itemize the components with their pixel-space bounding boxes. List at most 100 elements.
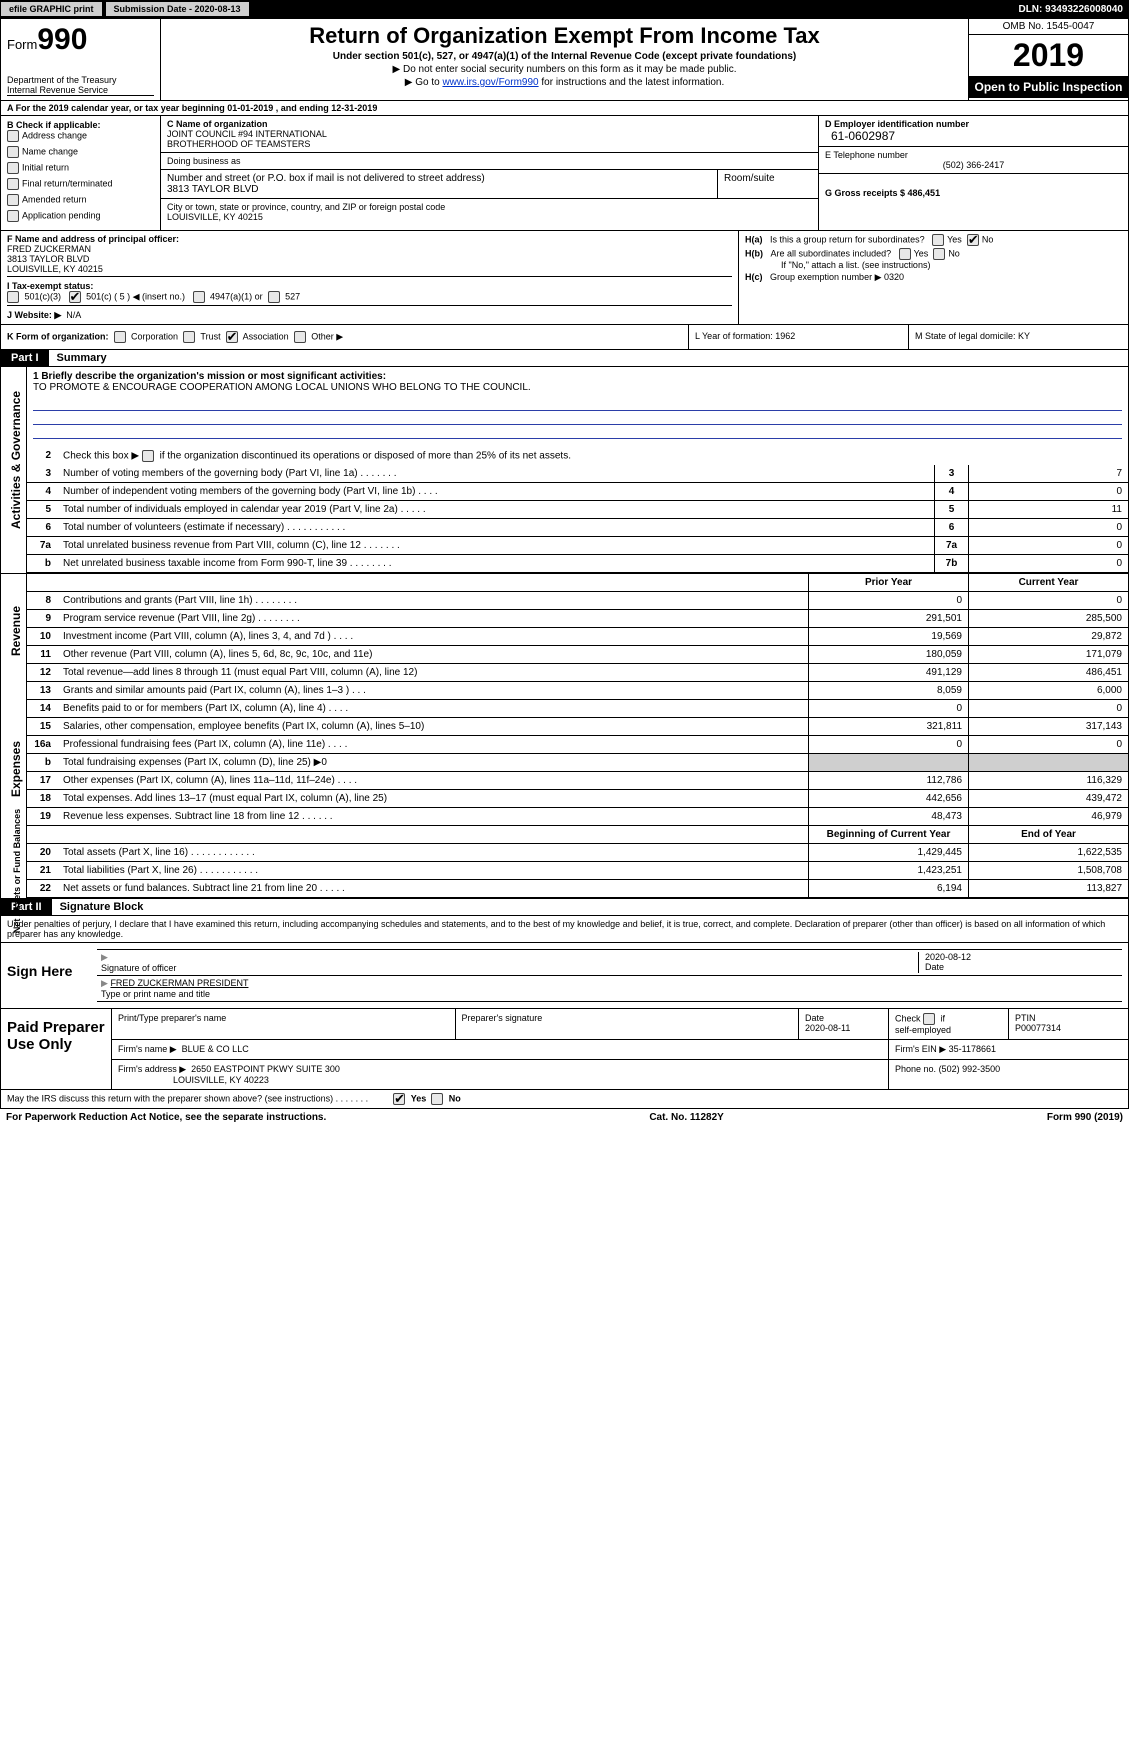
col-b: B Check if applicable: Address change Na… (1, 116, 161, 230)
firm-ein-label: Firm's EIN ▶ (895, 1044, 946, 1054)
sig-officer-label: Signature of officer (101, 963, 176, 973)
ck-ha-yes[interactable] (932, 234, 944, 246)
summary-line: 20Total assets (Part X, line 16) . . . .… (27, 844, 1128, 862)
summary-line: bNet unrelated business taxable income f… (27, 555, 1128, 573)
officer-city: LOUISVILLE, KY 40215 (7, 264, 732, 274)
ck-501c[interactable] (69, 291, 81, 303)
summary-line: 10Investment income (Part VIII, column (… (27, 628, 1128, 646)
paid-preparer-block: Paid Preparer Use Only Print/Type prepar… (0, 1009, 1129, 1090)
form-note-2: ▶ Go to www.irs.gov/Form990 for instruct… (167, 77, 962, 88)
prep-sig-hdr: Preparer's signature (455, 1009, 799, 1039)
summary-line: bTotal fundraising expenses (Part IX, co… (27, 754, 1128, 772)
f-label: F Name and address of principal officer: (7, 234, 732, 244)
firm-name-label: Firm's name ▶ (118, 1044, 177, 1054)
firm-phone-label: Phone no. (895, 1064, 936, 1074)
summary-line: 6Total number of volunteers (estimate if… (27, 519, 1128, 537)
ck-initial-return[interactable]: Initial return (7, 162, 154, 174)
addr-value: 3813 TAYLOR BLVD (167, 184, 711, 195)
ein-label: D Employer identification number (825, 119, 1122, 129)
firm-phone: (502) 992-3500 (939, 1064, 1001, 1074)
ck-hb-yes[interactable] (899, 248, 911, 260)
name-label: C Name of organization (167, 119, 812, 129)
ck-4947[interactable] (193, 291, 205, 303)
ck-line2[interactable] (142, 450, 154, 462)
side-netassets: Net Assets or Fund Balances (12, 801, 22, 941)
org-name-1: JOINT COUNCIL #94 INTERNATIONAL (167, 129, 812, 139)
summary-line: 5Total number of individuals employed in… (27, 501, 1128, 519)
ck-final-return[interactable]: Final return/terminated (7, 178, 154, 190)
dln-label: DLN: 93493226008040 (1018, 4, 1129, 15)
submission-tab: Submission Date - 2020-08-13 (105, 1, 250, 17)
form-header: Form990 Department of the Treasury Inter… (0, 18, 1129, 101)
room-label: Room/suite (718, 170, 818, 198)
footer-right: Form 990 (2019) (1047, 1112, 1123, 1123)
summary-line: 21Total liabilities (Part X, line 26) . … (27, 862, 1128, 880)
prep-name-hdr: Print/Type preparer's name (111, 1009, 455, 1039)
row-a-period: A For the 2019 calendar year, or tax yea… (0, 101, 1129, 116)
ck-amended[interactable]: Amended return (7, 194, 154, 206)
perjury-statement: Under penalties of perjury, I declare th… (0, 916, 1129, 943)
city-value: LOUISVILLE, KY 40215 (167, 212, 812, 222)
ck-ha-no[interactable] (967, 234, 979, 246)
ck-trust[interactable] (183, 331, 195, 343)
ck-pending[interactable]: Application pending (7, 210, 154, 222)
ck-501c3[interactable] (7, 291, 19, 303)
side-revenue: Revenue (9, 566, 23, 696)
firm-name: BLUE & CO LLC (182, 1044, 249, 1054)
h-a: H(a) Is this a group return for subordin… (745, 234, 1122, 246)
part1-header: Part I Summary (0, 350, 1129, 367)
ck-hb-no[interactable] (933, 248, 945, 260)
row-l: L Year of formation: 1962 (688, 325, 908, 349)
open-to-public: Open to Public Inspection (969, 76, 1128, 98)
sign-here-block: Sign Here ▶ Signature of officer 2020-08… (0, 943, 1129, 1009)
part1-tag: Part I (1, 350, 49, 366)
side-governance: Activities & Governance (9, 399, 23, 529)
summary-line: 4Number of independent voting members of… (27, 483, 1128, 501)
summary-line: 16aProfessional fundraising fees (Part I… (27, 736, 1128, 754)
page-footer: For Paperwork Reduction Act Notice, see … (0, 1109, 1129, 1126)
ck-name-change[interactable]: Name change (7, 146, 154, 158)
h-b: H(b) Are all subordinates included? Yes … (745, 248, 1122, 260)
blank-line-1 (33, 397, 1122, 411)
ck-corp[interactable] (114, 331, 126, 343)
block-bcd: B Check if applicable: Address change Na… (0, 116, 1129, 231)
footer-left: For Paperwork Reduction Act Notice, see … (6, 1112, 326, 1123)
prep-date: 2020-08-11 (805, 1023, 850, 1033)
ck-527[interactable] (268, 291, 280, 303)
efile-tab[interactable]: efile GRAPHIC print (0, 1, 103, 17)
col-d: D Employer identification number 61-0602… (818, 116, 1128, 230)
ck-discuss-no[interactable] (431, 1093, 443, 1105)
h-c: H(c) Group exemption number ▶ 0320 (745, 272, 1122, 283)
sig-date: 2020-08-12 (925, 952, 971, 962)
addr-label: Number and street (or P.O. box if mail i… (167, 173, 711, 184)
form-word: Form (7, 37, 37, 52)
row-m: M State of legal domicile: KY (908, 325, 1128, 349)
row-fh: F Name and address of principal officer:… (0, 231, 1129, 325)
ck-assoc[interactable] (226, 331, 238, 343)
summary-line: 22Net assets or fund balances. Subtract … (27, 880, 1128, 898)
ck-discuss-yes[interactable] (393, 1093, 405, 1105)
tax-year: 2019 (969, 35, 1128, 76)
ck-other[interactable] (294, 331, 306, 343)
summary-line: 17Other expenses (Part IX, column (A), l… (27, 772, 1128, 790)
ptin-label: PTIN (1015, 1013, 1036, 1023)
firm-addr-label: Firm's address ▶ (118, 1064, 186, 1074)
h-b-note: If "No," attach a list. (see instruction… (745, 260, 1122, 270)
summary-line: 12Total revenue—add lines 8 through 11 (… (27, 664, 1128, 682)
section-governance: Activities & Governance 1 Briefly descri… (0, 367, 1129, 573)
blank-line-3 (33, 425, 1122, 439)
phone-value: (502) 366-2417 (825, 160, 1122, 170)
irs-link[interactable]: www.irs.gov/Form990 (442, 77, 538, 88)
city-label: City or town, state or province, country… (167, 202, 812, 212)
phone-label: E Telephone number (825, 150, 1122, 160)
summary-line: 8Contributions and grants (Part VIII, li… (27, 592, 1128, 610)
ck-address-change[interactable]: Address change (7, 130, 154, 142)
line2: Check this box ▶ if the organization dis… (57, 447, 1128, 465)
prep-check: Check ifself-employed (888, 1009, 1008, 1039)
paid-label: Paid Preparer Use Only (1, 1009, 111, 1089)
summary-line: 13Grants and similar amounts paid (Part … (27, 682, 1128, 700)
ck-self-employed[interactable] (923, 1013, 935, 1025)
summary-line: 9Program service revenue (Part VIII, lin… (27, 610, 1128, 628)
footer-mid: Cat. No. 11282Y (649, 1112, 723, 1123)
ein-value: 61-0602987 (825, 129, 1122, 143)
